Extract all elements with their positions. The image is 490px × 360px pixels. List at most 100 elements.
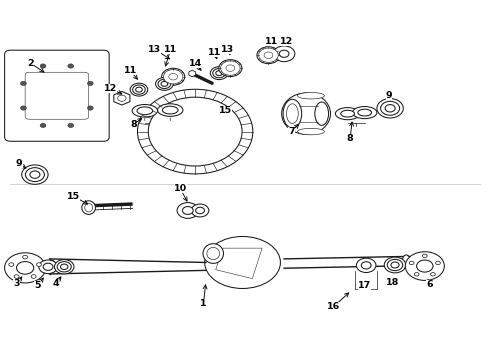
Circle shape: [4, 253, 46, 283]
Circle shape: [259, 48, 278, 62]
Text: 8: 8: [347, 134, 353, 143]
Circle shape: [25, 168, 45, 181]
Text: 11: 11: [208, 48, 221, 57]
Circle shape: [163, 69, 183, 84]
Circle shape: [87, 106, 93, 110]
Text: 9: 9: [16, 159, 23, 168]
Text: 14: 14: [189, 59, 202, 68]
Circle shape: [68, 64, 74, 68]
Circle shape: [226, 65, 235, 71]
Circle shape: [14, 275, 19, 278]
Circle shape: [162, 68, 185, 85]
Text: 12: 12: [280, 37, 293, 46]
Circle shape: [416, 260, 433, 272]
Circle shape: [133, 85, 146, 94]
Circle shape: [130, 83, 148, 96]
Circle shape: [191, 204, 209, 217]
Circle shape: [31, 275, 36, 278]
Ellipse shape: [352, 107, 377, 119]
FancyBboxPatch shape: [25, 72, 89, 119]
Ellipse shape: [85, 203, 93, 212]
Circle shape: [177, 203, 198, 219]
Text: 11: 11: [265, 37, 278, 46]
Circle shape: [196, 207, 204, 214]
Circle shape: [158, 79, 171, 89]
Circle shape: [136, 87, 142, 92]
Text: 7: 7: [288, 127, 294, 136]
Ellipse shape: [287, 104, 298, 123]
Circle shape: [40, 64, 46, 68]
Ellipse shape: [358, 109, 371, 116]
Circle shape: [220, 61, 240, 75]
Text: 6: 6: [426, 280, 433, 289]
Circle shape: [156, 77, 173, 90]
Text: 13: 13: [148, 45, 161, 54]
Text: 11: 11: [123, 66, 137, 75]
Ellipse shape: [315, 102, 329, 125]
Circle shape: [182, 207, 193, 215]
Text: 1: 1: [200, 299, 207, 308]
Text: 13: 13: [221, 45, 234, 54]
Circle shape: [273, 46, 295, 62]
Circle shape: [405, 252, 444, 280]
Ellipse shape: [341, 110, 354, 117]
Ellipse shape: [205, 237, 280, 288]
Text: 9: 9: [386, 91, 392, 100]
Ellipse shape: [402, 255, 410, 267]
Ellipse shape: [162, 106, 178, 114]
Ellipse shape: [207, 247, 220, 260]
Polygon shape: [189, 70, 196, 77]
Circle shape: [422, 254, 427, 258]
Circle shape: [60, 264, 68, 270]
Circle shape: [381, 101, 400, 115]
Text: 16: 16: [327, 302, 341, 311]
Text: 17: 17: [358, 281, 371, 290]
Ellipse shape: [48, 260, 56, 273]
Ellipse shape: [283, 99, 302, 128]
Text: 2: 2: [27, 59, 34, 68]
Ellipse shape: [297, 129, 324, 135]
Circle shape: [21, 81, 26, 86]
Ellipse shape: [297, 93, 324, 99]
Text: 5: 5: [34, 281, 41, 290]
Circle shape: [279, 50, 289, 57]
Text: 15: 15: [219, 105, 232, 114]
Text: 11: 11: [164, 45, 177, 54]
Circle shape: [43, 263, 53, 270]
Polygon shape: [216, 248, 262, 279]
Text: 4: 4: [52, 279, 59, 288]
Circle shape: [87, 81, 93, 86]
Ellipse shape: [335, 108, 360, 120]
Circle shape: [30, 171, 40, 178]
Text: 8: 8: [130, 120, 137, 129]
Circle shape: [22, 165, 48, 184]
Circle shape: [213, 68, 225, 78]
Ellipse shape: [203, 244, 223, 264]
Circle shape: [17, 261, 34, 274]
Circle shape: [118, 95, 126, 101]
Circle shape: [219, 60, 242, 77]
Circle shape: [23, 255, 27, 259]
Circle shape: [161, 81, 168, 86]
Text: 18: 18: [386, 278, 399, 287]
Circle shape: [54, 260, 74, 274]
FancyBboxPatch shape: [4, 50, 109, 141]
Circle shape: [391, 262, 399, 268]
Ellipse shape: [158, 104, 183, 116]
Circle shape: [384, 257, 406, 273]
Ellipse shape: [282, 93, 331, 134]
Circle shape: [257, 47, 280, 64]
Text: 15: 15: [67, 192, 79, 201]
Ellipse shape: [82, 201, 96, 215]
Circle shape: [37, 263, 42, 266]
Circle shape: [415, 273, 419, 276]
Circle shape: [138, 89, 253, 174]
Circle shape: [39, 260, 57, 274]
Circle shape: [40, 123, 46, 127]
Ellipse shape: [137, 107, 153, 115]
Circle shape: [210, 67, 228, 80]
Circle shape: [216, 71, 222, 76]
Circle shape: [361, 262, 371, 269]
Circle shape: [377, 99, 403, 118]
Polygon shape: [114, 91, 130, 105]
